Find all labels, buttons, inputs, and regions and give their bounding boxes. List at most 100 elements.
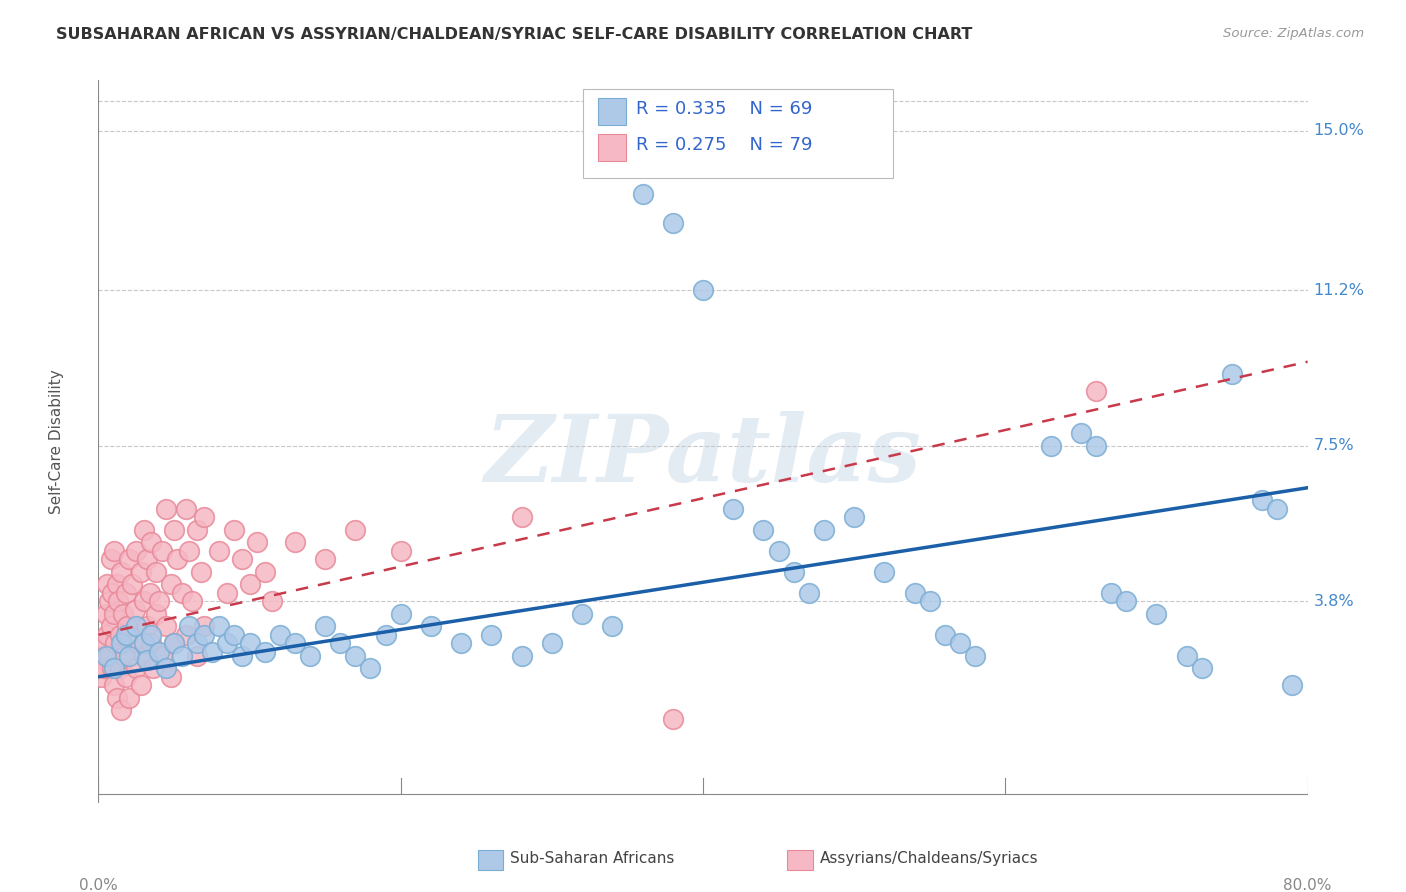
Point — [1085, 439, 1108, 453]
Point — [107, 594, 129, 608]
Point — [389, 543, 412, 558]
Point — [208, 619, 231, 633]
Point — [450, 636, 472, 650]
Point — [111, 607, 134, 621]
Point — [239, 577, 262, 591]
Point — [215, 636, 238, 650]
Point — [179, 543, 201, 558]
Point — [170, 586, 193, 600]
Point — [163, 523, 186, 537]
Point — [129, 678, 152, 692]
Text: ZIPatlas: ZIPatlas — [485, 411, 921, 501]
Point — [420, 619, 443, 633]
Point — [186, 523, 208, 537]
Point — [344, 648, 367, 663]
Text: 15.0%: 15.0% — [1313, 123, 1364, 138]
Point — [262, 594, 284, 608]
Point — [181, 594, 204, 608]
Point — [1175, 648, 1198, 663]
Point — [904, 586, 927, 600]
Point — [170, 648, 193, 663]
Point — [723, 501, 745, 516]
Point — [98, 594, 121, 608]
Text: 0.0%: 0.0% — [79, 879, 118, 892]
Point — [103, 678, 125, 692]
Point — [481, 628, 503, 642]
Point — [1115, 594, 1137, 608]
Point — [284, 535, 307, 549]
Point — [110, 636, 132, 650]
Point — [813, 523, 835, 537]
Point — [139, 586, 162, 600]
Point — [844, 510, 866, 524]
Point — [148, 594, 170, 608]
Point — [125, 619, 148, 633]
Point — [145, 607, 167, 621]
Text: Assyrians/Chaldeans/Syriacs: Assyrians/Chaldeans/Syriacs — [820, 852, 1038, 866]
Point — [269, 628, 291, 642]
Text: R = 0.335    N = 69: R = 0.335 N = 69 — [636, 100, 811, 118]
Point — [110, 565, 132, 579]
Point — [540, 636, 562, 650]
Point — [115, 619, 138, 633]
Point — [314, 619, 336, 633]
Text: Sub-Saharan Africans: Sub-Saharan Africans — [510, 852, 675, 866]
Point — [110, 703, 132, 717]
Point — [253, 644, 276, 658]
Point — [201, 644, 224, 658]
Text: 11.2%: 11.2% — [1313, 283, 1365, 298]
Point — [141, 636, 163, 650]
Point — [602, 619, 624, 633]
Point — [101, 661, 124, 675]
Point — [873, 565, 896, 579]
Point — [103, 543, 125, 558]
Point — [155, 619, 177, 633]
Point — [129, 565, 152, 579]
Point — [150, 648, 173, 663]
Point — [299, 648, 322, 663]
Text: 80.0%: 80.0% — [1284, 879, 1331, 892]
Point — [118, 628, 141, 642]
Point — [284, 636, 307, 650]
Point — [108, 628, 131, 642]
Point — [96, 628, 118, 642]
Point — [91, 648, 114, 663]
Point — [101, 586, 124, 600]
Point — [1191, 661, 1213, 675]
Point — [174, 501, 197, 516]
Point — [135, 653, 157, 667]
Point — [132, 636, 155, 650]
Text: Source: ZipAtlas.com: Source: ZipAtlas.com — [1223, 27, 1364, 40]
Point — [918, 594, 941, 608]
Point — [103, 607, 125, 621]
Point — [145, 565, 167, 579]
Point — [132, 594, 155, 608]
Point — [661, 712, 683, 726]
Point — [114, 670, 136, 684]
Point — [124, 602, 146, 616]
Point — [105, 690, 128, 705]
Point — [1144, 607, 1167, 621]
Point — [193, 619, 215, 633]
Point — [114, 586, 136, 600]
Point — [98, 648, 121, 663]
Point — [163, 636, 186, 650]
Point — [121, 577, 143, 591]
Point — [186, 648, 208, 663]
Point — [692, 283, 714, 297]
Point — [174, 628, 197, 642]
Point — [94, 607, 117, 621]
Point — [374, 628, 396, 642]
Point — [314, 552, 336, 566]
Point — [389, 607, 412, 621]
Point — [360, 661, 382, 675]
Point — [160, 670, 183, 684]
Point — [1220, 368, 1243, 382]
Point — [344, 523, 367, 537]
Point — [208, 543, 231, 558]
Point — [142, 661, 165, 675]
Point — [112, 648, 135, 663]
Point — [100, 619, 122, 633]
Point — [1281, 678, 1303, 692]
Point — [193, 510, 215, 524]
